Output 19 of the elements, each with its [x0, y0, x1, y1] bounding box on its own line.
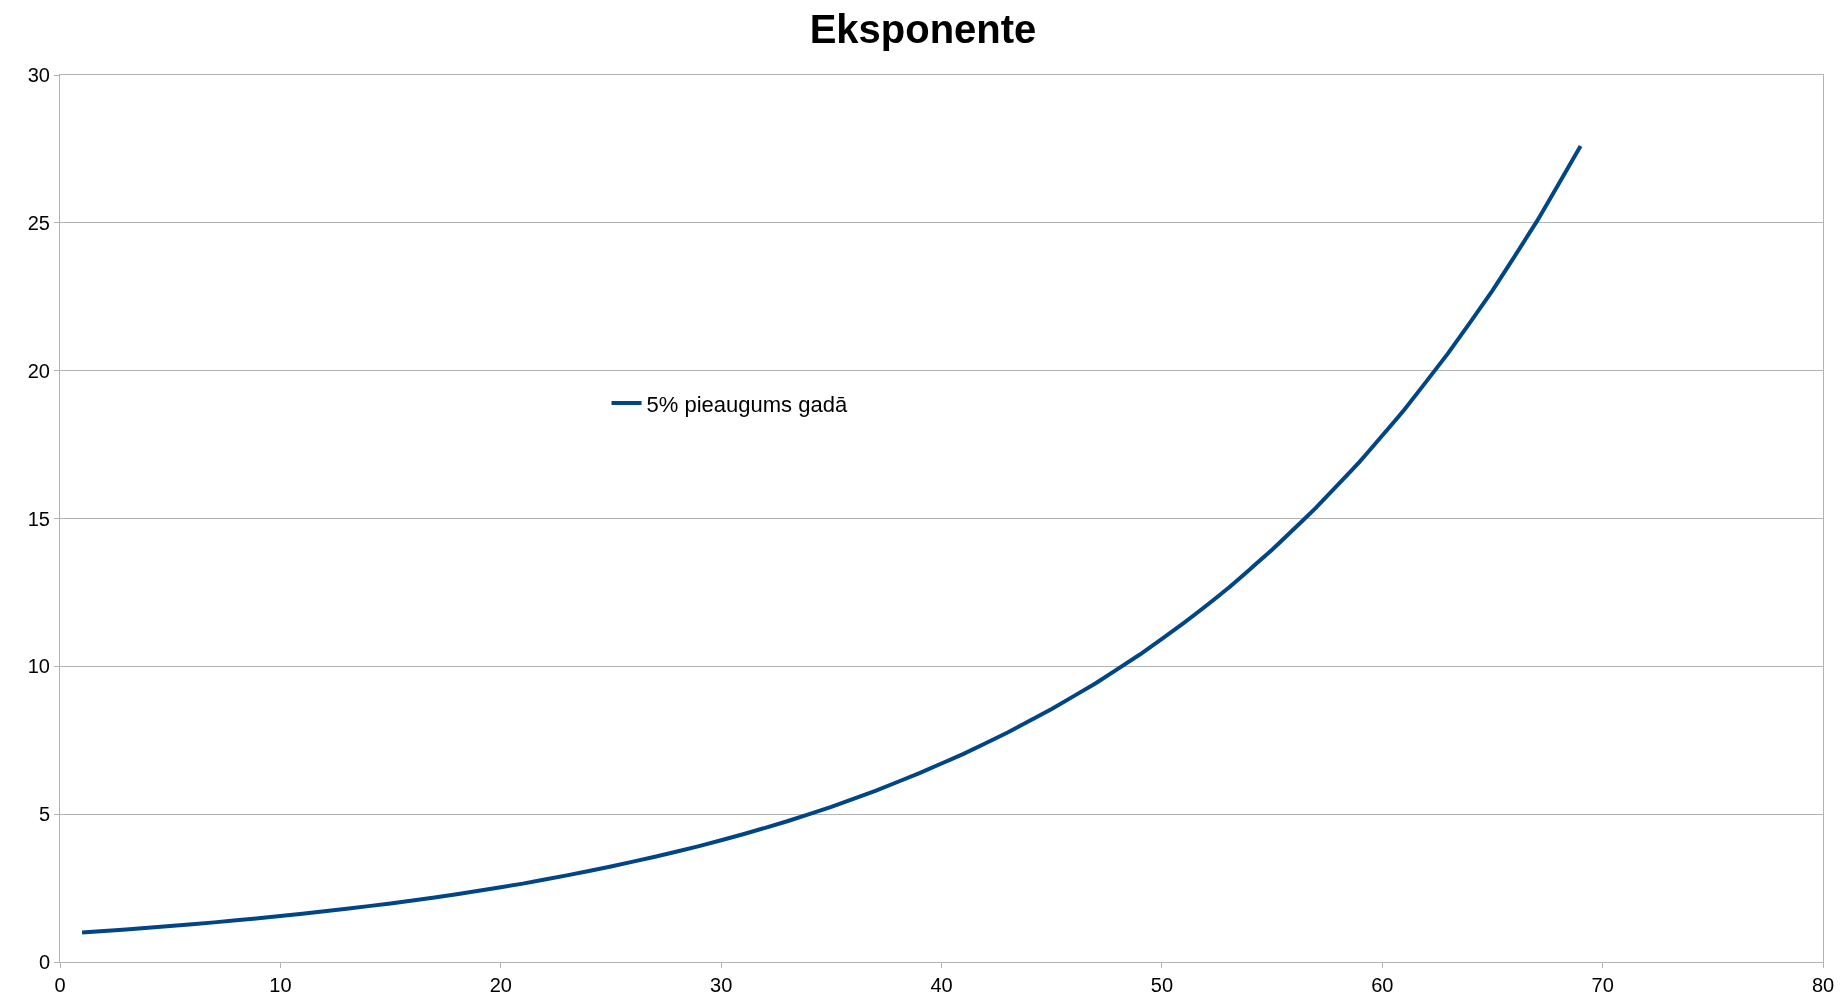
legend-label: 5% pieaugums gadā [646, 391, 848, 417]
y-tick-label: 5 [38, 803, 50, 826]
y-tick-label: 15 [27, 507, 50, 530]
y-tick-label: 30 [27, 64, 50, 86]
x-tick-label: 40 [930, 974, 953, 996]
y-tick-label: 0 [38, 951, 50, 973]
line-series [80, 143, 1583, 935]
x-tick-label: 60 [1371, 974, 1394, 996]
y-tick-label: 20 [27, 359, 50, 382]
x-tick-label: 0 [54, 974, 66, 996]
y-tick-label: 25 [27, 211, 50, 234]
x-tick-label: 50 [1150, 974, 1174, 996]
x-tick-label: 20 [489, 974, 512, 996]
x-tick-label: 10 [269, 974, 292, 996]
y-tick-label: 10 [27, 655, 50, 678]
x-tick-label: 80 [1811, 974, 1835, 996]
x-tick-label: 70 [1591, 974, 1614, 996]
chart-title: Eksponente [809, 7, 1037, 52]
x-tick-label: 30 [710, 974, 733, 996]
